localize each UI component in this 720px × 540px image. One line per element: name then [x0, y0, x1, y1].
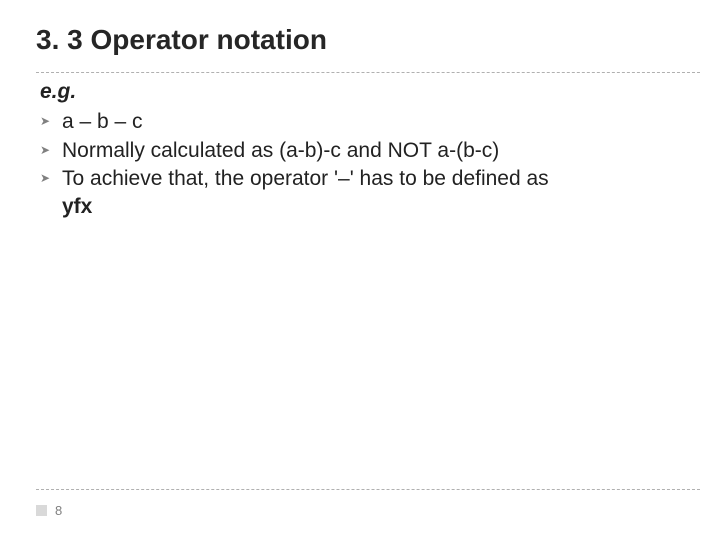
example-label: e.g. [40, 78, 680, 106]
page-marker-icon [36, 505, 47, 516]
slide-body: e.g. ➤ a – b – c ➤ Normally calculated a… [40, 78, 680, 222]
chevron-right-icon: ➤ [40, 115, 50, 125]
bullet-list: ➤ a – b – c ➤ Normally calculated as (a-… [40, 108, 680, 221]
list-item: ➤ Normally calculated as (a-b)-c and NOT… [40, 137, 680, 165]
bullet-text: To achieve that, the operator '–' has to… [62, 167, 549, 190]
divider-bottom [36, 489, 700, 490]
bullet-text: Normally calculated as (a-b)-c and NOT a… [62, 139, 499, 162]
slide: 3. 3 Operator notation e.g. ➤ a – b – c … [0, 0, 720, 540]
page-number: 8 [55, 503, 62, 518]
slide-title: 3. 3 Operator notation [36, 24, 327, 56]
divider-top [36, 72, 700, 73]
bullet-text: a – b – c [62, 110, 143, 133]
page-number-region: 8 [36, 503, 62, 518]
list-item: ➤ a – b – c [40, 108, 680, 136]
chevron-right-icon: ➤ [40, 172, 50, 182]
list-item: ➤ To achieve that, the operator '–' has … [40, 165, 680, 222]
chevron-right-icon: ➤ [40, 144, 50, 154]
yfx-keyword: yfx [62, 193, 680, 221]
